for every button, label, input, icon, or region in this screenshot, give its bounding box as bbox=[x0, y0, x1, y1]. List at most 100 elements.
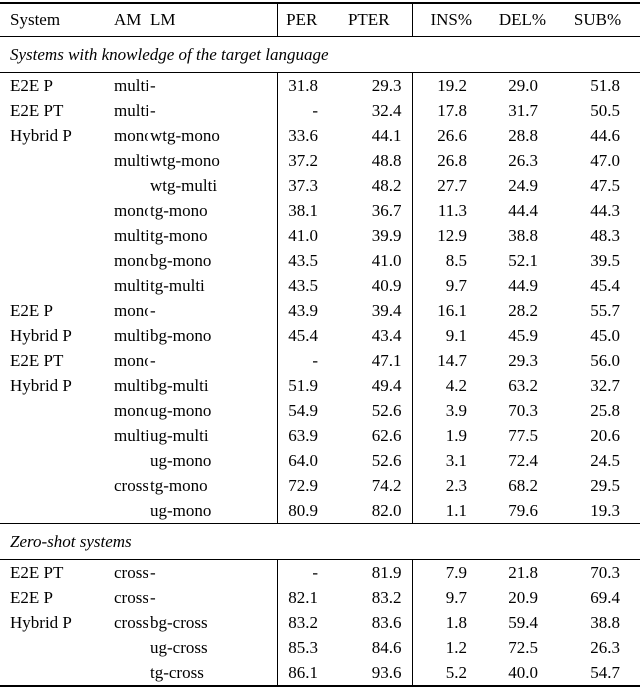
table-row: E2E PTmono--47.114.729.356.0 bbox=[0, 348, 640, 373]
table-row: E2E P multi - 31.8 29.3 19.2 29.0 51.8 bbox=[0, 72, 640, 98]
table-row: monobg-mono 43.5 41.0 8.5 52.1 39.5 bbox=[0, 248, 640, 273]
cell-pter: 48.2 bbox=[371, 176, 402, 195]
cell-system: Hybrid P bbox=[10, 326, 72, 345]
cell-per: 45.4 bbox=[276, 323, 326, 348]
cell-sub: 45.0 bbox=[590, 326, 620, 345]
cell-pter: 39.4 bbox=[371, 301, 402, 320]
cell-am bbox=[108, 173, 148, 198]
column-header-am: AM bbox=[108, 3, 148, 37]
table-row: Hybrid P multi bg-multi 51.9 49.4 4.2 63.2 32.7 bbox=[0, 373, 640, 398]
cell-del: 31.7 bbox=[508, 101, 538, 120]
cell-per: - bbox=[276, 348, 326, 373]
cell-del: 40.0 bbox=[508, 663, 538, 682]
cell-lm: tg-mono bbox=[150, 226, 208, 245]
cell-am bbox=[108, 448, 148, 473]
cell-am bbox=[108, 635, 148, 660]
cell-system: E2E P bbox=[10, 76, 53, 95]
cell-per: 86.1 bbox=[276, 660, 326, 686]
cell-pter: 44.1 bbox=[371, 126, 402, 145]
cell-del: 44.4 bbox=[508, 201, 538, 220]
cell-pter: 29.3 bbox=[371, 76, 402, 95]
header-row: System AM LM PER PTER INS% DEL% SUB% bbox=[0, 3, 640, 37]
table-row: Hybrid P multi bg-mono 45.4 43.4 9.1 45.9 45.0 bbox=[0, 323, 640, 348]
cell-lm: tg-multi bbox=[150, 276, 205, 295]
table-row: wtg-multi 37.3 48.2 27.7 24.9 47.5 bbox=[0, 173, 640, 198]
cell-per: 64.0 bbox=[276, 448, 326, 473]
cell-system bbox=[0, 148, 108, 173]
cell-pter: 74.2 bbox=[371, 476, 402, 495]
cell-del: 44.9 bbox=[508, 276, 538, 295]
cell-system bbox=[0, 660, 108, 686]
cell-ins: 1.2 bbox=[411, 635, 490, 660]
cell-del: 26.3 bbox=[508, 151, 538, 170]
cell-system bbox=[0, 473, 108, 498]
cell-am: multi bbox=[114, 426, 148, 445]
cell-del: 79.6 bbox=[508, 501, 538, 520]
cell-ins: 26.8 bbox=[411, 148, 490, 173]
cell-sub: 20.6 bbox=[590, 426, 620, 445]
cell-pter: 32.4 bbox=[371, 101, 402, 120]
cell-sub: 51.8 bbox=[590, 76, 620, 95]
cell-per: 33.6 bbox=[276, 123, 326, 148]
cell-del: 20.9 bbox=[508, 588, 538, 607]
cell-del: 38.8 bbox=[508, 226, 538, 245]
cell-system: E2E PT bbox=[10, 563, 64, 582]
table-row: E2E P mono- 43.9 39.4 16.1 28.2 55.7 bbox=[0, 298, 640, 323]
cell-per: 31.8 bbox=[276, 72, 326, 98]
cell-system bbox=[0, 498, 108, 524]
cell-sub: 54.7 bbox=[590, 663, 620, 682]
cell-per: 38.1 bbox=[276, 198, 326, 223]
cell-pter: 40.9 bbox=[371, 276, 402, 295]
cell-del: 77.5 bbox=[508, 426, 538, 445]
cell-sub: 56.0 bbox=[590, 351, 620, 370]
cell-del: 68.2 bbox=[508, 476, 538, 495]
cell-ins: 11.3 bbox=[411, 198, 490, 223]
cell-sub: 32.7 bbox=[590, 376, 620, 395]
cell-ins: 14.7 bbox=[411, 348, 490, 373]
cell-pter: 36.7 bbox=[371, 201, 402, 220]
cell-lm: - bbox=[150, 76, 156, 95]
table-body: Systems with knowledge of the target lan… bbox=[0, 36, 640, 686]
cell-del: 59.4 bbox=[508, 613, 538, 632]
column-header-del: DEL% bbox=[490, 3, 555, 37]
column-header-pter: PTER bbox=[326, 3, 412, 37]
column-header-system: System bbox=[0, 3, 108, 37]
cell-per: 37.3 bbox=[276, 173, 326, 198]
cell-del: 28.8 bbox=[508, 126, 538, 145]
cell-sub: 24.5 bbox=[590, 451, 620, 470]
cell-system: Hybrid P bbox=[10, 126, 72, 145]
cell-system bbox=[0, 198, 108, 223]
cell-am: cross bbox=[114, 588, 148, 607]
cell-ins: 9.7 bbox=[411, 273, 490, 298]
cell-lm: tg-cross bbox=[150, 663, 204, 682]
table-row: E2E PT cross - -81.9 7.9 21.8 70.3 bbox=[0, 559, 640, 585]
cell-del: 29.0 bbox=[508, 76, 538, 95]
cell-lm: - bbox=[150, 563, 156, 582]
cell-ins: 3.9 bbox=[411, 398, 490, 423]
cell-per: 83.2 bbox=[276, 610, 326, 635]
cell-sub: 44.3 bbox=[590, 201, 620, 220]
cell-lm: - bbox=[150, 301, 156, 320]
cell-ins: 1.1 bbox=[411, 498, 490, 524]
cell-lm: - bbox=[150, 101, 156, 120]
cell-system: E2E P bbox=[10, 588, 53, 607]
cell-am: cross bbox=[114, 476, 148, 495]
cell-system bbox=[0, 423, 108, 448]
table-row: multi tg-multi 43.5 40.9 9.7 44.9 45.4 bbox=[0, 273, 640, 298]
cell-ins: 2.3 bbox=[411, 473, 490, 498]
cell-per: 54.9 bbox=[276, 398, 326, 423]
cell-lm: bg-cross bbox=[150, 613, 208, 632]
cell-sub: 19.3 bbox=[590, 501, 620, 520]
cell-per: 85.3 bbox=[276, 635, 326, 660]
cell-system: E2E PT bbox=[10, 101, 64, 120]
table-row: ug-mono 64.0 52.6 3.1 72.4 24.5 bbox=[0, 448, 640, 473]
cell-am: multi bbox=[114, 101, 148, 120]
cell-am: cross bbox=[114, 563, 148, 582]
table-row: ug-mono 80.9 82.0 1.1 79.6 19.3 bbox=[0, 498, 640, 524]
column-header-lm: LM bbox=[148, 3, 277, 37]
cell-del: 24.9 bbox=[508, 176, 538, 195]
cell-per: 43.5 bbox=[276, 273, 326, 298]
table-row: monotg-mono 38.1 36.7 11.3 44.4 44.3 bbox=[0, 198, 640, 223]
